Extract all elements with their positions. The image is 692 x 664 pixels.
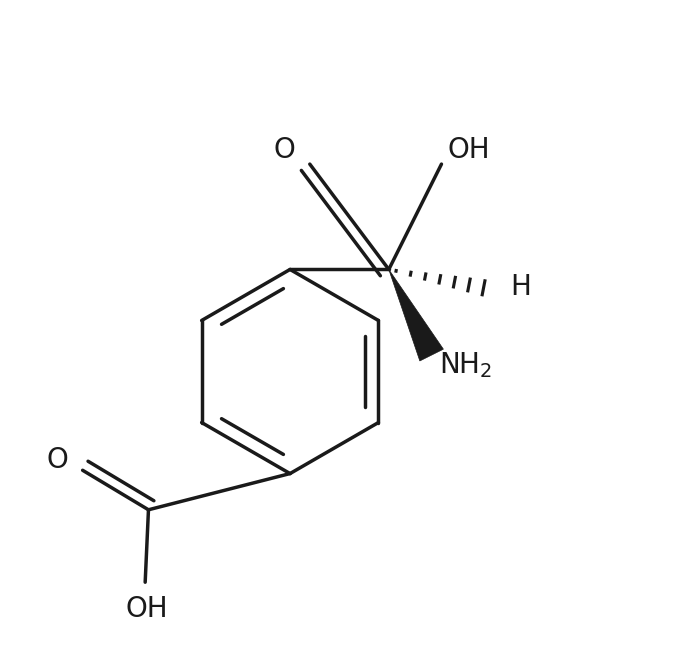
Text: H: H [511, 273, 531, 301]
Text: OH: OH [448, 135, 491, 163]
Polygon shape [389, 270, 444, 361]
Text: O: O [274, 135, 295, 163]
Text: NH$_2$: NH$_2$ [439, 350, 493, 380]
Text: O: O [47, 446, 69, 474]
Text: OH: OH [125, 594, 167, 623]
